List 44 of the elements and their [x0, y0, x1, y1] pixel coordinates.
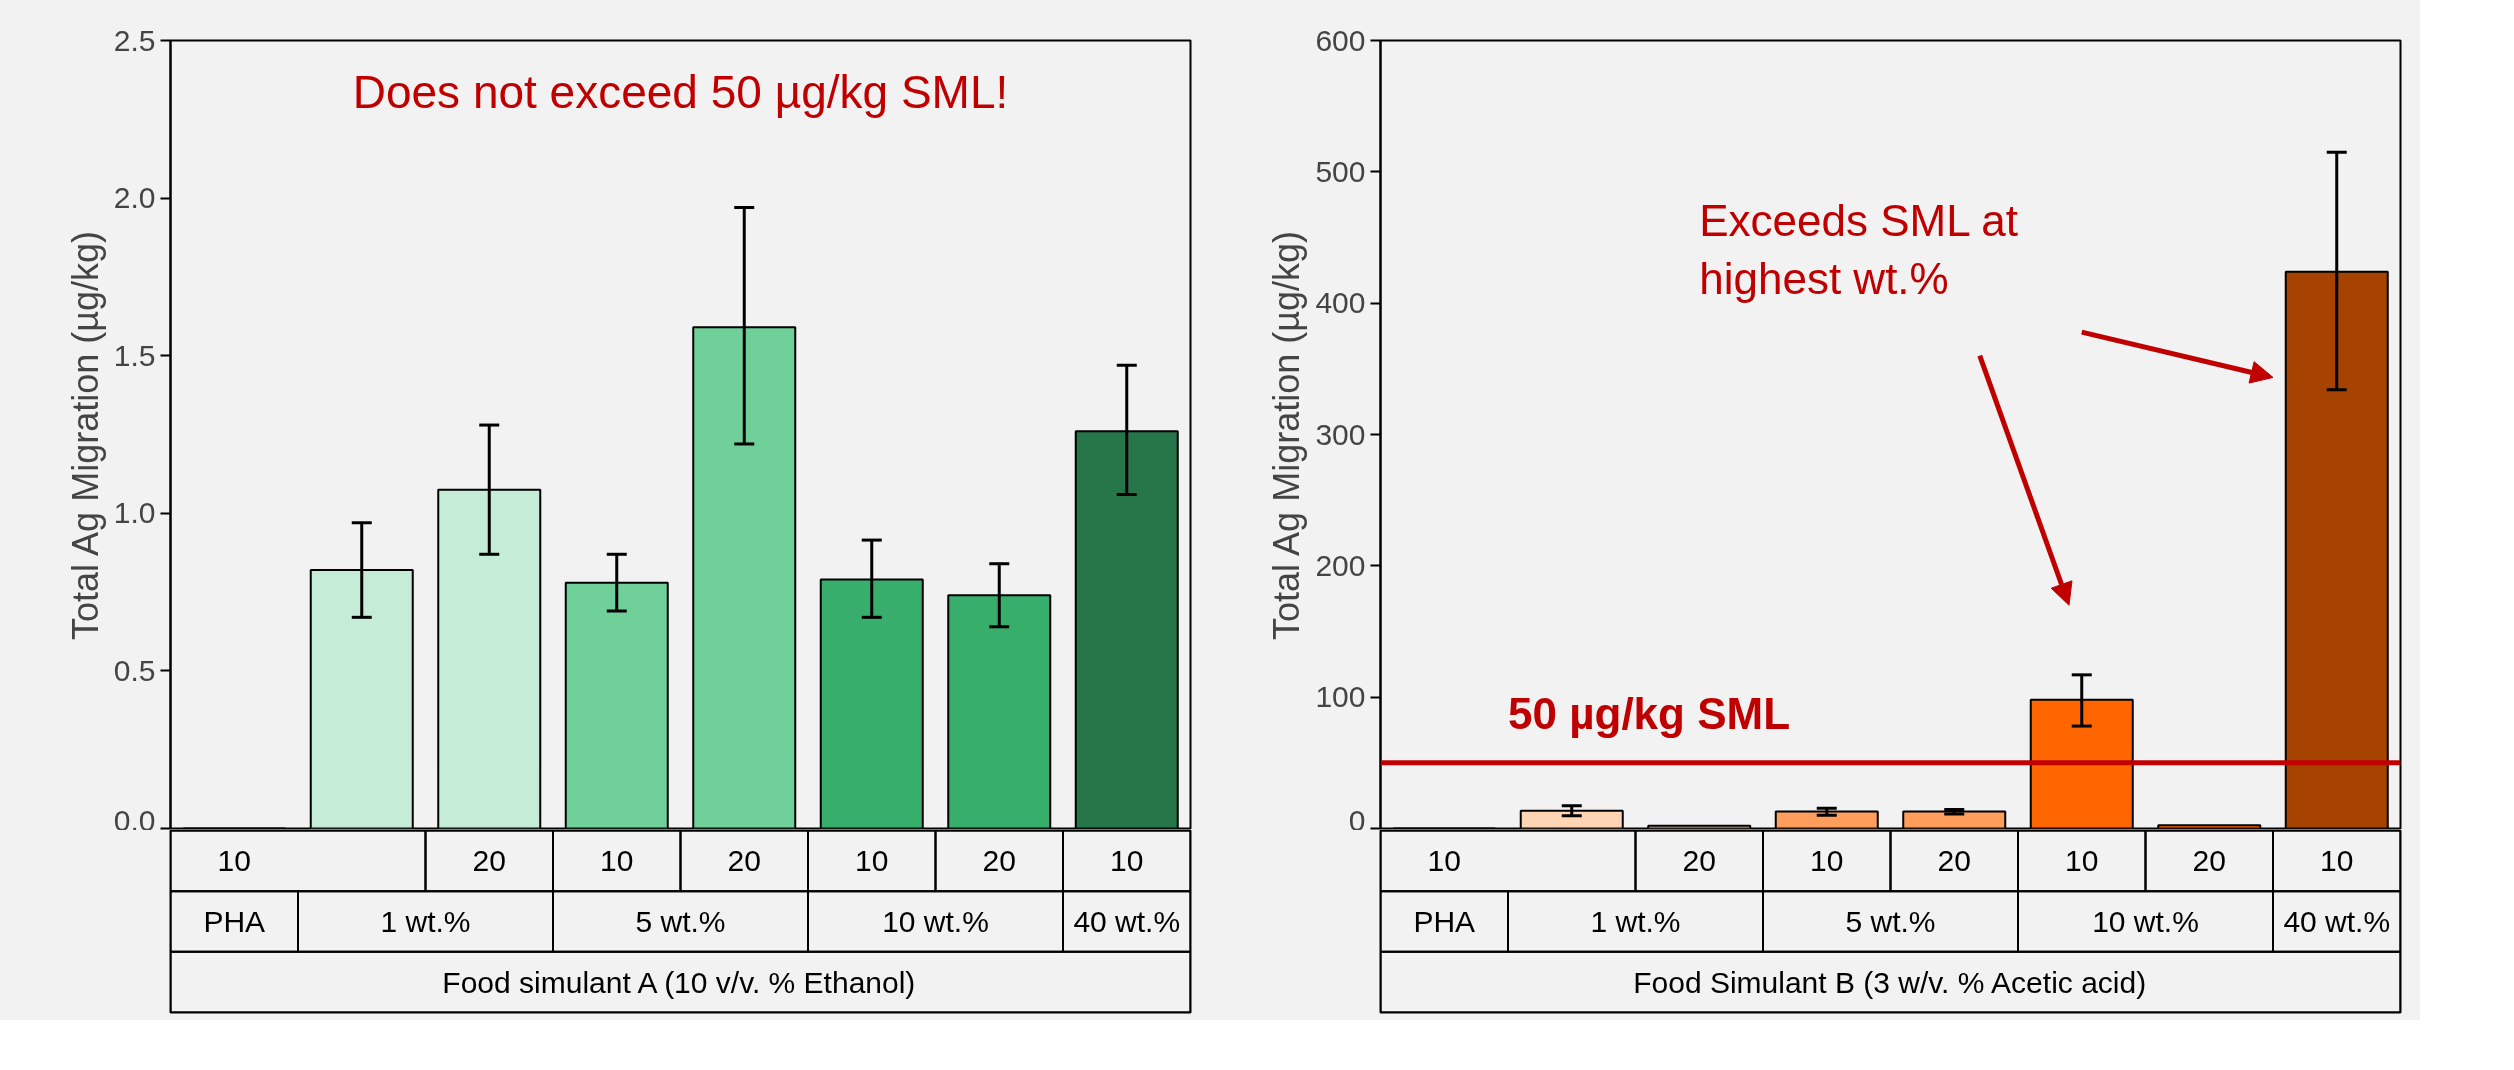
- x-axis-title: Food simulant A (10 v/v. % Ethanol): [442, 965, 916, 999]
- y-axis-title: Total Ag Migration (µg/kg): [1266, 231, 1308, 640]
- y-tick-label: 1.0: [113, 496, 156, 530]
- text: 10 wt.%: [882, 905, 989, 938]
- y-tick-label: 600: [1315, 23, 1366, 57]
- x-tick-label: 10: [1427, 843, 1461, 877]
- y-tick-label: 300: [1315, 417, 1366, 451]
- annotation: Exceeds SML at highest wt.%: [1699, 195, 2018, 304]
- x-axis-title: Food Simulant B (3 w/v. % Acetic acid): [1633, 965, 2147, 999]
- y-tick-label: 1.5: [113, 338, 156, 372]
- y-tick-label: 2.0: [113, 181, 156, 215]
- text: 5 wt.%: [1845, 905, 1936, 938]
- y-tick-label: 2.5: [113, 23, 156, 57]
- x-tick-label: 20: [1682, 843, 1716, 877]
- x-tick-label: 10: [217, 843, 251, 877]
- x-tick-label: 10: [2320, 843, 2354, 877]
- x-tick-label: 20: [472, 843, 506, 877]
- text: 40 wt.%: [2283, 905, 2391, 938]
- y-tick-label: 400: [1315, 286, 1366, 320]
- x-tick-label: 10: [2065, 843, 2099, 877]
- y-tick-label: 0.5: [113, 653, 156, 687]
- y-tick-label: 200: [1315, 548, 1366, 582]
- y-tick-label: 500: [1315, 154, 1366, 188]
- annotation: Does not exceed 50 µg/kg SML!: [352, 65, 1009, 118]
- x-tick-label: 20: [1937, 843, 1971, 877]
- x-tick-label: 20: [982, 843, 1016, 877]
- ref-line-label: 50 µg/kg SML: [1508, 688, 1791, 738]
- y-tick-label: 100: [1315, 680, 1366, 714]
- text: 1 wt.%: [380, 905, 471, 938]
- y-axis-title: Total Ag Migration (µg/kg): [64, 231, 106, 640]
- text: 1 wt.%: [1590, 905, 1681, 938]
- y-tick-label: 0: [1348, 803, 1366, 837]
- text: 5 wt.%: [635, 905, 726, 938]
- x-tick-label: 10: [600, 843, 634, 877]
- text: 40 wt.%: [1073, 905, 1181, 938]
- x-tick-label: 10: [1810, 843, 1844, 877]
- text: PHA: [203, 905, 266, 938]
- y-tick-label: 0.0: [113, 803, 156, 837]
- text: PHA: [1413, 905, 1476, 938]
- x-tick-label: 10: [1110, 843, 1144, 877]
- x-tick-label: 20: [727, 843, 761, 877]
- x-tick-label: 10: [855, 843, 889, 877]
- x-tick-label: 20: [2192, 843, 2226, 877]
- text: 10 wt.%: [2092, 905, 2199, 938]
